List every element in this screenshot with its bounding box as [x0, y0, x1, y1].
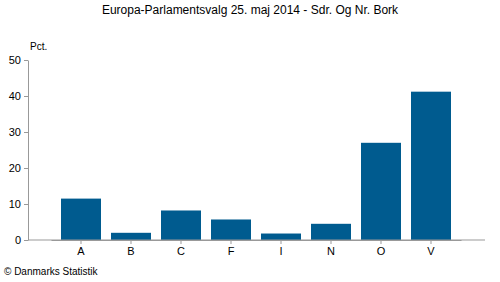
bar [211, 219, 251, 240]
y-tick: 0 [15, 234, 28, 246]
y-tick-label: 30 [9, 126, 21, 138]
x-tick: O [377, 240, 386, 257]
x-tick-mark [81, 240, 82, 244]
x-tick: B [127, 240, 134, 257]
bar [61, 199, 101, 240]
x-tick-label: N [327, 245, 335, 257]
y-tick-label: 20 [9, 162, 21, 174]
x-tick: F [228, 240, 235, 257]
x-tick-label: O [377, 245, 386, 257]
source: © Danmarks Statistik [4, 266, 99, 277]
x-tick-label: A [77, 245, 85, 257]
y-tick-mark [24, 96, 28, 97]
bar [411, 92, 451, 240]
x-tick-mark [431, 240, 432, 244]
y-tick-mark [24, 168, 28, 169]
x-tick: C [177, 240, 185, 257]
x-tick-mark [331, 240, 332, 244]
x-axis: ABCFINOV [52, 240, 462, 257]
x-tick-label: F [228, 245, 235, 257]
x-tick-mark [281, 240, 282, 244]
y-tick: 40 [9, 90, 28, 102]
y-tick-mark [24, 204, 28, 205]
y-tick-mark [24, 132, 28, 133]
chart: Europa-Parlamentsvalg 25. maj 2014 - Sdr… [0, 0, 500, 282]
bar [361, 143, 401, 240]
y-axis-title: Pct. [30, 41, 47, 52]
x-axis-line [52, 240, 462, 241]
bar [111, 233, 151, 240]
x-tick-mark [381, 240, 382, 244]
x-tick: I [279, 240, 282, 257]
x-tick-label: C [177, 245, 185, 257]
y-tick: 50 [9, 54, 28, 66]
x-tick-label: I [279, 245, 282, 257]
y-tick: 30 [9, 126, 28, 138]
x-tick-label: B [127, 245, 134, 257]
bar [161, 210, 201, 240]
x-tick-mark [181, 240, 182, 244]
title: Europa-Parlamentsvalg 25. maj 2014 - Sdr… [102, 3, 399, 17]
x-tick-mark [131, 240, 132, 244]
y-axis: 0 10 20 30 40 50 [9, 54, 29, 246]
bar [261, 234, 301, 240]
bar [311, 224, 351, 240]
y-tick-label: 40 [9, 90, 21, 102]
y-tick-label: 10 [9, 198, 21, 210]
x-tick: N [327, 240, 335, 257]
x-tick-mark [231, 240, 232, 244]
baseline [28, 240, 485, 241]
y-tick-mark [24, 240, 28, 241]
y-tick: 10 [9, 198, 28, 210]
x-tick-label: V [427, 245, 435, 257]
x-tick: V [427, 240, 435, 257]
bars [61, 92, 451, 240]
y-axis-line [28, 61, 29, 241]
x-tick: A [77, 240, 85, 257]
y-tick: 20 [9, 162, 28, 174]
y-tick-label: 0 [15, 234, 21, 246]
y-tick-label: 50 [9, 54, 21, 66]
y-tick-mark [24, 60, 28, 61]
